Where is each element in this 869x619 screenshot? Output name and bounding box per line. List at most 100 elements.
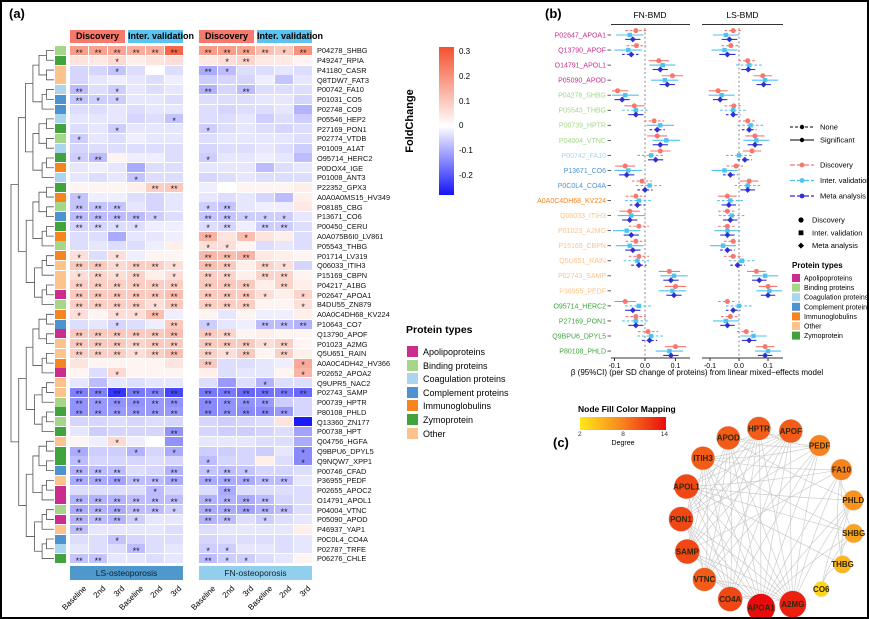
heatmap-cell bbox=[237, 124, 256, 134]
heatmap-cell bbox=[127, 104, 146, 114]
heatmap-cell bbox=[165, 65, 184, 75]
heatmap-cell bbox=[70, 427, 89, 437]
heatmap-cell bbox=[256, 446, 275, 456]
heatmap-cell bbox=[237, 309, 256, 319]
heatmap-cell bbox=[275, 368, 294, 378]
significance-stars: * bbox=[225, 242, 229, 253]
significance-stars: ** bbox=[204, 408, 212, 419]
significance-stars: * bbox=[115, 369, 119, 380]
significance-stars: ** bbox=[223, 506, 231, 517]
significance-stars: ** bbox=[94, 340, 102, 351]
protein-type-swatch bbox=[407, 414, 418, 425]
protein-type-item: Immunoglobulins bbox=[407, 396, 491, 414]
heatmap-cell bbox=[256, 280, 275, 290]
significance-stars: ** bbox=[170, 47, 178, 58]
node-color-axis-label: Degree bbox=[611, 440, 635, 447]
heatmap-cell bbox=[275, 466, 294, 476]
heatmap-cell bbox=[89, 475, 108, 485]
heatmap-cell bbox=[275, 85, 294, 95]
significance-stars: * bbox=[115, 311, 119, 322]
significance-stars: ** bbox=[75, 203, 83, 214]
heatmap-cell bbox=[218, 173, 237, 182]
heatmap-row-label: P02774_VTDB bbox=[317, 134, 367, 144]
heatmap-cell bbox=[294, 456, 313, 466]
significance-stars: ** bbox=[170, 496, 178, 507]
heatmap-cell bbox=[127, 133, 146, 143]
heatmap-cell bbox=[237, 241, 256, 251]
heatmap-cell bbox=[127, 456, 146, 466]
heatmap-cell bbox=[70, 544, 89, 554]
heatmap-cell bbox=[237, 397, 256, 407]
heatmap-cell bbox=[127, 270, 146, 280]
row-type-swatch bbox=[55, 85, 66, 95]
row-type-swatch bbox=[55, 397, 66, 407]
significance-stars: ** bbox=[170, 350, 178, 361]
heatmap-cell bbox=[256, 192, 275, 202]
heatmap-cell bbox=[218, 407, 237, 417]
heatmap-cell bbox=[165, 173, 184, 182]
row-type-swatch bbox=[55, 114, 66, 124]
significance-stars: ** bbox=[170, 408, 178, 419]
heatmap-cell bbox=[165, 231, 184, 241]
significance-stars: ** bbox=[223, 340, 231, 351]
significance-stars: * bbox=[244, 233, 248, 244]
heatmap-cell bbox=[89, 387, 108, 397]
heatmap-cell bbox=[146, 339, 165, 349]
heatmap-cell bbox=[89, 378, 108, 388]
heatmap-cell bbox=[275, 202, 294, 212]
heatmap-cell bbox=[146, 94, 165, 104]
significance-stars: ** bbox=[132, 545, 140, 556]
heatmap-cell bbox=[165, 446, 184, 456]
heatmap-row-label: P08185_CBG bbox=[317, 202, 363, 212]
significance-stars: ** bbox=[113, 281, 121, 292]
row-type-swatch bbox=[55, 133, 66, 143]
heatmap-cell bbox=[70, 300, 89, 310]
heatmap-cell bbox=[108, 143, 127, 153]
heatmap-cell bbox=[127, 534, 146, 544]
heatmap-cell bbox=[165, 309, 184, 319]
heatmap-cell bbox=[146, 133, 165, 143]
heatmap-cell bbox=[70, 495, 89, 505]
significance-stars: ** bbox=[113, 330, 121, 341]
heatmap-cell bbox=[237, 212, 256, 222]
row-type-swatch bbox=[55, 251, 66, 261]
heatmap-cell bbox=[146, 143, 165, 153]
significance-stars: ** bbox=[75, 399, 83, 410]
heatmap-cell bbox=[89, 368, 108, 378]
significance-stars: ** bbox=[204, 291, 212, 302]
significance-stars: ** bbox=[280, 272, 288, 283]
heatmap-cell bbox=[70, 221, 89, 231]
heatmap-cell bbox=[275, 339, 294, 349]
heatmap-cell bbox=[165, 475, 184, 485]
heatmap-cell bbox=[127, 251, 146, 261]
heatmap-cell bbox=[275, 260, 294, 270]
heatmap-cell bbox=[146, 348, 165, 358]
heatmap-cell bbox=[89, 270, 108, 280]
significance-stars: ** bbox=[204, 360, 212, 371]
significance-stars: ** bbox=[170, 281, 178, 292]
heatmap-cell bbox=[108, 417, 127, 427]
heatmap-cell bbox=[237, 231, 256, 241]
significance-stars: ** bbox=[204, 555, 212, 566]
significance-stars: ** bbox=[204, 506, 212, 517]
heatmap-cell bbox=[165, 407, 184, 417]
heatmap-group-header: Discovery bbox=[70, 30, 125, 43]
protein-type-swatch bbox=[407, 427, 418, 439]
heatmap-cell bbox=[218, 290, 237, 300]
heatmap-cell bbox=[199, 46, 218, 55]
heatmap-cell bbox=[89, 75, 108, 85]
heatmap-cell bbox=[89, 153, 108, 163]
heatmap-cell bbox=[127, 300, 146, 310]
significance-stars: ** bbox=[113, 350, 121, 361]
significance-stars: ** bbox=[170, 291, 178, 302]
heatmap-row-label: P02647_APOA1 bbox=[317, 290, 372, 300]
row-type-swatch bbox=[55, 202, 66, 212]
significance-stars: * bbox=[153, 213, 157, 224]
row-type-swatch bbox=[55, 46, 66, 55]
heatmap-cell bbox=[70, 212, 89, 222]
row-type-swatch bbox=[55, 260, 66, 270]
significance-stars: ** bbox=[170, 321, 178, 332]
heatmap-cell bbox=[275, 319, 294, 329]
heatmap-row-label: B4DU55_ZN879 bbox=[317, 300, 372, 310]
